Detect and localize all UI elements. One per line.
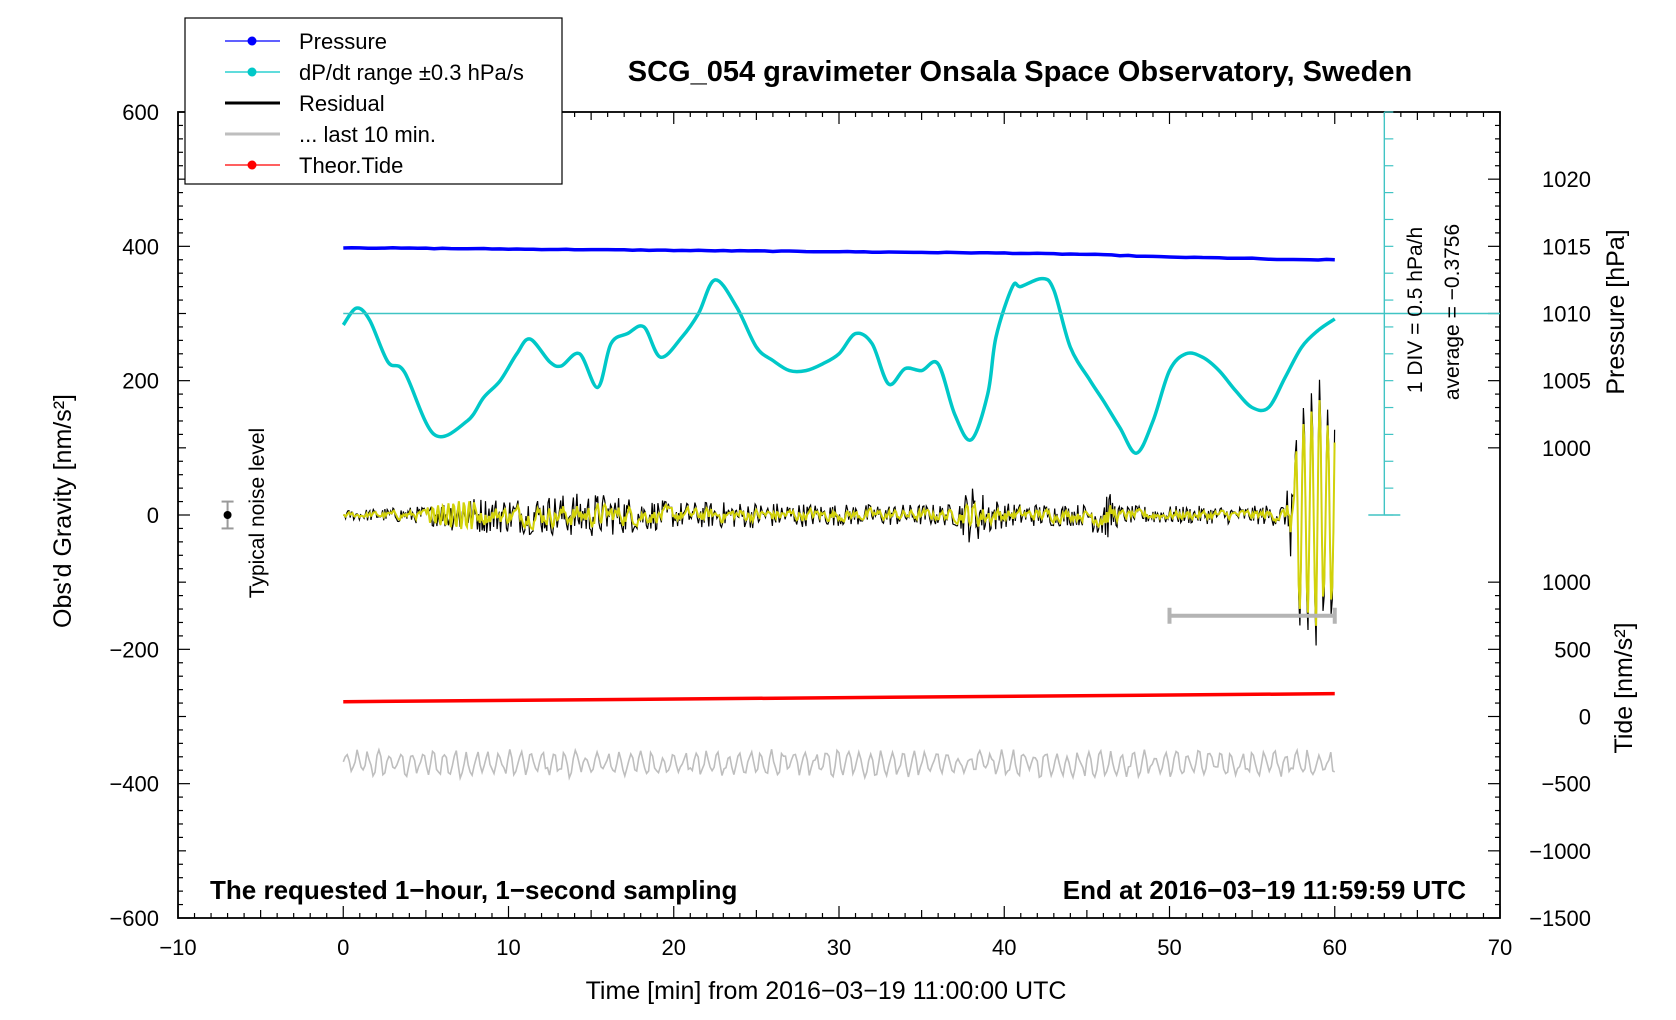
x-tick-label: 50 — [1157, 935, 1181, 960]
y-tick-label: −400 — [109, 772, 159, 797]
footer-left-text: The requested 1−hour, 1−second sampling — [210, 875, 737, 905]
tide-tick-label: −500 — [1541, 772, 1591, 797]
y-tick-label: 200 — [122, 369, 159, 394]
pressure-tick-label: 1015 — [1542, 234, 1591, 259]
x-tick-label: 70 — [1488, 935, 1512, 960]
y-axis-label-tide: Tide [nm/s²] — [1610, 622, 1638, 753]
pressure-tick-label: 1020 — [1542, 167, 1591, 192]
pressure-tick-label: 1000 — [1542, 436, 1591, 461]
legend-items — [225, 36, 280, 170]
residual-smoothed-line — [343, 400, 1336, 626]
x-tick-label: −10 — [159, 935, 196, 960]
y-tick-labels: −600 −400 −200 0 200 400 600 — [109, 100, 159, 931]
chart-title: SCG_054 gravimeter Onsala Space Observat… — [628, 56, 1412, 88]
tide-tick-label: 0 — [1579, 705, 1591, 730]
legend-swatch-marker — [247, 36, 257, 46]
legend-swatch-marker — [247, 160, 257, 170]
legend-label-tide: Theor.Tide — [299, 153, 403, 178]
legend-label-last10: ... last 10 min. — [299, 122, 436, 147]
legend-label-residual: Residual — [299, 91, 385, 116]
pressure-tick-label: 1010 — [1542, 302, 1591, 327]
legend-box — [184, 17, 563, 185]
tide-tick-labels: −1500 −1000 −500 0 500 1000 — [1529, 570, 1591, 931]
tide-tick-label: −1500 — [1529, 906, 1591, 931]
dpdt-line — [341, 276, 1336, 455]
last-10-min-line — [342, 747, 1336, 782]
noise-point — [223, 511, 232, 519]
y-tick-label: 400 — [122, 234, 159, 259]
pressure-line — [343, 246, 1335, 262]
legend: Pressure dP/dt range ±0.3 hPa/s Residual… — [184, 17, 563, 185]
noise-level-label: Typical noise level — [246, 428, 269, 598]
tide-tick-label: 1000 — [1542, 570, 1591, 595]
x-tick-label: 0 — [337, 935, 349, 960]
pressure-tick-labels: 1000 1005 1010 1015 1020 — [1542, 167, 1591, 461]
x-tick-label: 60 — [1323, 935, 1347, 960]
y-tick-label: 600 — [122, 100, 159, 125]
y-tick-label: −600 — [109, 906, 159, 931]
annotation-layer — [221, 111, 1500, 624]
x-tick-label: 10 — [496, 935, 520, 960]
y-axis-label-pressure: Pressure [hPa] — [1602, 229, 1630, 394]
y-tick-label: 0 — [147, 503, 159, 528]
x-tick-label: 40 — [992, 935, 1016, 960]
x-tick-label: 30 — [827, 935, 851, 960]
legend-swatch-marker — [247, 67, 257, 77]
legend-label-pressure: Pressure — [299, 29, 387, 54]
x-tick-labels: −10 0 10 20 30 40 50 60 70 — [159, 935, 1512, 960]
scale-bar-label-1: 1 DIV = 0.5 hPa/h — [1404, 227, 1427, 393]
y-tick-label: −200 — [109, 637, 159, 662]
tide-tick-label: 500 — [1554, 637, 1591, 662]
pressure-tick-label: 1005 — [1542, 369, 1591, 394]
x-tick-label: 20 — [662, 935, 686, 960]
legend-label-dpdt: dP/dt range ±0.3 hPa/s — [299, 60, 524, 85]
x-axis-label: Time [min] from 2016−03−19 11:00:00 UTC — [586, 977, 1067, 1005]
tide-tick-label: −1000 — [1529, 839, 1591, 864]
footer-right-text: End at 2016−03−19 11:59:59 UTC — [1063, 875, 1466, 905]
theoretical-tide-line — [343, 691, 1335, 704]
y-axis-label-left: Obs'd Gravity [nm/s²] — [49, 394, 77, 628]
series-layer — [341, 246, 1336, 782]
scale-bar-label-2: average = −0.3756 — [1441, 224, 1464, 400]
